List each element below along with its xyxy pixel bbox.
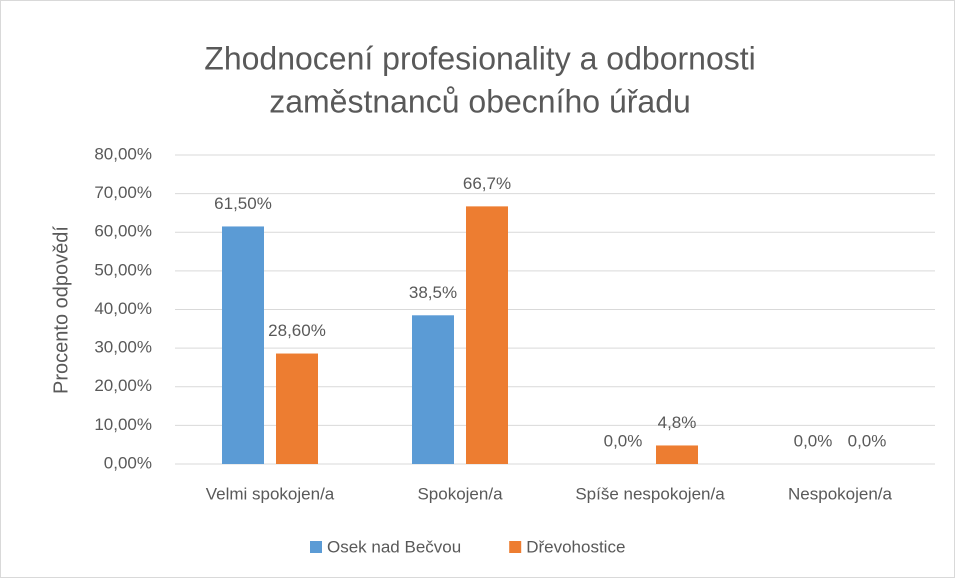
chart-title: Zhodnocení profesionality a odbornosti bbox=[204, 40, 755, 76]
bar bbox=[466, 206, 508, 464]
y-tick-label: 50,00% bbox=[94, 260, 152, 279]
y-tick-label: 20,00% bbox=[94, 376, 152, 395]
y-tick-label: 0,00% bbox=[104, 453, 152, 472]
y-tick-label: 10,00% bbox=[94, 415, 152, 434]
data-label: 38,5% bbox=[409, 283, 457, 302]
x-tick-label: Spíše nespokojen/a bbox=[575, 484, 725, 503]
y-tick-label: 30,00% bbox=[94, 338, 152, 357]
data-label: 61,50% bbox=[214, 194, 272, 213]
chart-title: zaměstnanců obecního úřadu bbox=[269, 83, 691, 119]
data-label: 4,8% bbox=[658, 413, 697, 432]
y-tick-label: 70,00% bbox=[94, 183, 152, 202]
y-axis-label: Procento odpovědí bbox=[50, 226, 72, 394]
legend-label: Dřevohostice bbox=[526, 537, 625, 556]
data-label: 66,7% bbox=[463, 174, 511, 193]
bar bbox=[412, 315, 454, 464]
legend-swatch bbox=[509, 541, 522, 553]
data-label: 0,0% bbox=[604, 431, 643, 450]
data-label: 0,0% bbox=[848, 431, 887, 450]
x-tick-label: Spokojen/a bbox=[417, 484, 503, 503]
x-tick-label: Velmi spokojen/a bbox=[206, 484, 335, 503]
y-tick-label: 80,00% bbox=[94, 144, 152, 163]
legend-swatch bbox=[310, 541, 322, 553]
bar bbox=[656, 445, 698, 464]
y-tick-label: 40,00% bbox=[94, 299, 152, 318]
data-label: 28,60% bbox=[268, 321, 326, 340]
legend-label: Osek nad Bečvou bbox=[327, 537, 461, 556]
x-tick-label: Nespokojen/a bbox=[788, 484, 893, 503]
bar bbox=[222, 226, 264, 464]
bar bbox=[276, 353, 318, 464]
y-tick-label: 60,00% bbox=[94, 222, 152, 241]
data-label: 0,0% bbox=[794, 431, 833, 450]
